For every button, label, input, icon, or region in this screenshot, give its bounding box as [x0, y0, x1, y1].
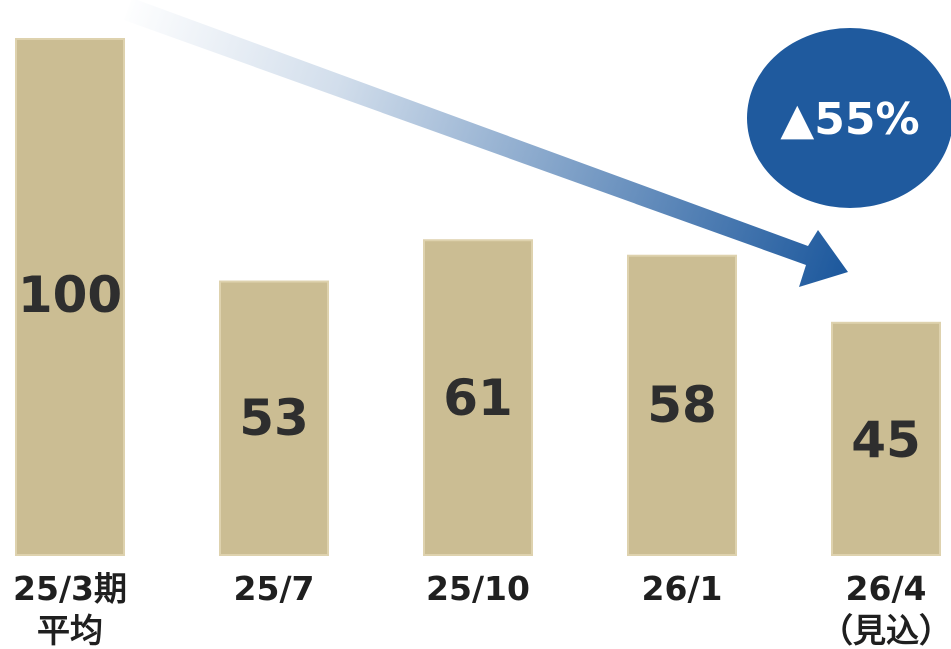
category-label: 25/7	[234, 569, 315, 608]
category-label: 25/3期平均	[13, 569, 127, 649]
bar-value-label: 100	[18, 266, 122, 324]
bar-value-label: 53	[239, 389, 309, 447]
trend-arrow	[124, 0, 848, 287]
bar	[219, 280, 329, 556]
category-label: 26/1	[642, 569, 723, 608]
bar	[627, 254, 737, 556]
category-label: 25/10	[426, 569, 530, 608]
bar	[423, 239, 533, 557]
category-label: 26/4 （見込）	[820, 569, 951, 649]
bar	[15, 38, 125, 556]
bar-value-label: 45	[851, 411, 921, 469]
change-badge: ▲55%	[747, 28, 951, 208]
bar-value-label: 58	[647, 376, 717, 434]
bars: 100 25/3期平均 53 25/7 61 25/10 58 26/1 45 26/4 （見込）	[13, 38, 951, 649]
bar-value-label: 61	[443, 369, 513, 427]
change-badge-label: ▲55%	[780, 94, 919, 145]
change-badge-circle	[747, 28, 951, 208]
bar	[831, 321, 941, 556]
